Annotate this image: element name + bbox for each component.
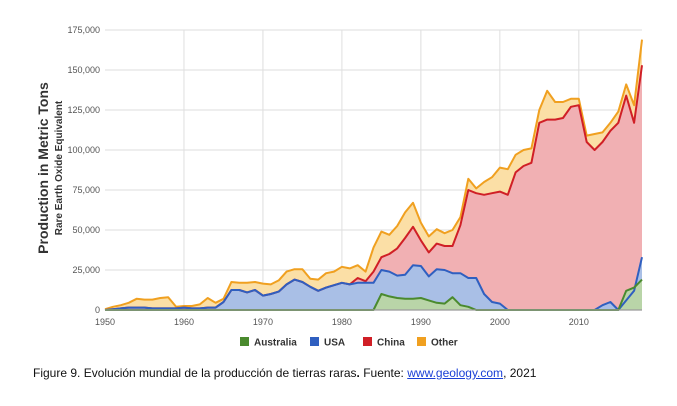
y-tick-label: 0 (95, 305, 100, 315)
legend-label-china: China (377, 338, 405, 349)
legend-swatch-other (417, 337, 426, 346)
x-tick-label: 1950 (95, 317, 115, 327)
legend-label-other: Other (431, 338, 458, 349)
stacked-areas (105, 39, 642, 310)
y-tick-label: 25,000 (72, 265, 100, 275)
caption-dot: . (356, 366, 360, 380)
area-other (105, 39, 642, 310)
y-tick-label: 125,000 (67, 105, 100, 115)
x-axis-tick-labels: 1950 1960 1970 1980 1990 2000 2010 (95, 317, 589, 327)
rare-earth-production-chart: 0 25,000 50,000 75,000 100,000 125,000 150,000… (35, 25, 643, 349)
x-tick-label: 1990 (411, 317, 431, 327)
source-link[interactable]: www.geology.com (407, 366, 504, 380)
legend-swatch-australia (240, 337, 249, 346)
figure-caption: Figure 9. Evolución mundial de la produc… (33, 366, 536, 380)
x-tick-label: 2000 (490, 317, 510, 327)
y-tick-label: 100,000 (67, 145, 100, 155)
x-tick-label: 1980 (332, 317, 352, 327)
area-china (105, 65, 642, 310)
y-axis-tick-labels: 0 25,000 50,000 75,000 100,000 125,000 150,000… (67, 25, 100, 315)
y-tick-label: 50,000 (72, 225, 100, 235)
legend-swatch-china (363, 337, 372, 346)
line-other (104, 39, 643, 311)
x-tick-label: 1970 (253, 317, 273, 327)
legend-swatch-usa (310, 337, 319, 346)
y-tick-label: 175,000 (67, 25, 100, 35)
legend-label-australia: Australia (254, 338, 297, 349)
y-axis-label: Production in Metric Tons (35, 82, 51, 254)
x-tick-label: 1960 (174, 317, 194, 327)
y-tick-label: 150,000 (67, 65, 100, 75)
y-axis-sublabel: Rare Earth Oxide Equivalent (54, 100, 65, 235)
y-tick-label: 75,000 (72, 185, 100, 195)
caption-source-label: Fuente: (359, 366, 408, 380)
caption-text: Figure 9. Evolución mundial de la produc… (33, 366, 357, 380)
legend-label-usa: USA (324, 338, 345, 349)
caption-suffix: , 2021 (503, 366, 537, 380)
legend: Australia USA China Other (240, 337, 458, 349)
x-tick-label: 2010 (569, 317, 589, 327)
